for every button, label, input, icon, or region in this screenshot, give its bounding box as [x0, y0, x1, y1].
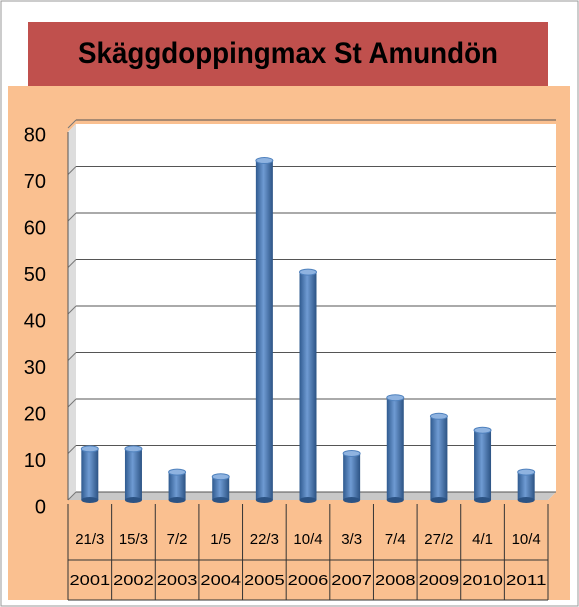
bar-base [299, 497, 317, 503]
x-tick-label: 15/3 [119, 531, 148, 548]
bar [386, 397, 404, 500]
x-tick-label: 3/3 [341, 531, 362, 548]
x-tick-label: 10/4 [512, 531, 541, 548]
x-tick-label: 21/3 [75, 531, 104, 548]
bar [81, 448, 99, 500]
bar-top [517, 468, 536, 476]
x-tick-label: 10/4 [293, 531, 322, 548]
x-tick-label: 7/2 [167, 531, 188, 548]
x-tick-label-year: 2003 [157, 572, 198, 589]
grid-line-side [67, 259, 77, 268]
bar-top [429, 412, 448, 420]
bar [255, 160, 273, 501]
x-tick-label-year: 2005 [244, 572, 285, 589]
x-tick-label-year: 2011 [506, 572, 547, 589]
bar-top [211, 473, 230, 481]
bar [124, 448, 142, 500]
x-tick-label: 4/1 [472, 531, 493, 548]
y-tick-label: 70 [24, 171, 46, 193]
grid-line-side [67, 352, 77, 361]
y-tick-label: 80 [24, 124, 46, 146]
grid-line-side [67, 491, 77, 501]
bar-top [124, 445, 143, 453]
bar [212, 476, 230, 500]
grid-line-side [67, 398, 77, 408]
x-tick-label: 1/5 [210, 531, 231, 548]
y-tick-label: 10 [24, 450, 46, 472]
bar-top [80, 445, 99, 453]
grid-line-side [67, 305, 77, 315]
bar-top [386, 394, 405, 402]
x-tick-label-year: 2007 [331, 572, 372, 589]
title-banner [28, 22, 548, 86]
bar [343, 453, 361, 500]
bar [474, 430, 492, 500]
bar-base [81, 497, 99, 503]
y-tick-label: 40 [24, 310, 46, 332]
x-tick-label-year: 2004 [200, 572, 241, 589]
grid-line-side [67, 119, 77, 129]
y-tick-label: 20 [24, 403, 46, 425]
bar-top [342, 450, 361, 457]
bar-top [168, 468, 187, 476]
x-tick-label-year: 2001 [70, 572, 111, 589]
chart-title: Skäggdoppingmax St Amundön [78, 37, 498, 70]
bar-base [255, 497, 273, 503]
y-tick-label: 60 [24, 217, 46, 239]
bar-base [474, 497, 492, 503]
y-tick-label: 30 [24, 357, 46, 379]
side-wall [68, 124, 76, 500]
x-tick-label: 27/2 [424, 531, 453, 548]
bar [517, 472, 535, 500]
x-tick-label-year: 2002 [113, 572, 154, 589]
bar-base [212, 497, 230, 503]
x-tick-label: 22/3 [250, 531, 279, 548]
bar-base [386, 497, 404, 503]
bar-top [255, 157, 274, 165]
bar [299, 272, 317, 500]
x-tick-label-year: 2010 [462, 572, 503, 589]
grid-line-side [67, 445, 77, 454]
grid-line-side [67, 212, 77, 222]
bar-top [473, 426, 492, 434]
bar-base [124, 497, 142, 503]
bar [168, 472, 186, 500]
bar-base [517, 497, 535, 503]
x-tick-label: 7/4 [385, 531, 406, 548]
bar-base [168, 497, 186, 503]
bar-base [430, 497, 448, 503]
y-tick-label: 0 [35, 496, 46, 518]
y-tick-label: 50 [24, 264, 46, 286]
x-tick-label-year: 2009 [419, 572, 460, 589]
bar-base [343, 497, 361, 503]
bar [430, 416, 448, 500]
x-tick-label-year: 2006 [288, 572, 329, 589]
x-tick-label-year: 2008 [375, 572, 416, 589]
grid-line-side [67, 166, 77, 175]
bar-top [299, 268, 317, 276]
